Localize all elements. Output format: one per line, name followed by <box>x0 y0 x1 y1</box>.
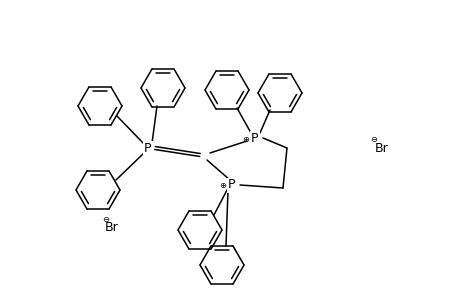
Text: P: P <box>251 131 258 145</box>
Text: Br: Br <box>105 221 118 235</box>
Text: ⊖: ⊖ <box>102 215 109 224</box>
Text: P: P <box>228 178 235 191</box>
Text: ⊕: ⊕ <box>219 182 226 190</box>
Text: ⊖: ⊖ <box>369 136 377 145</box>
Text: Br: Br <box>374 142 388 154</box>
Text: P: P <box>144 142 151 154</box>
Text: ⊕: ⊕ <box>242 134 249 143</box>
